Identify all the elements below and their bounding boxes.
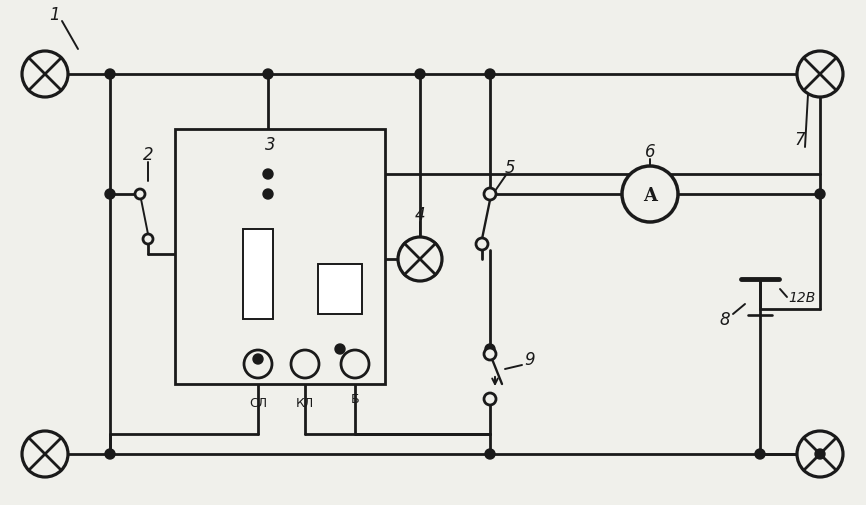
- Circle shape: [105, 70, 115, 80]
- Circle shape: [263, 170, 273, 180]
- Circle shape: [485, 344, 495, 355]
- Text: КЛ: КЛ: [296, 396, 314, 409]
- Circle shape: [484, 189, 496, 200]
- Circle shape: [398, 237, 442, 281]
- Text: 9: 9: [525, 350, 535, 368]
- Circle shape: [484, 393, 496, 405]
- Bar: [243, 230, 273, 319]
- Text: 2: 2: [143, 146, 153, 164]
- Text: 7: 7: [795, 131, 805, 148]
- Bar: [318, 265, 362, 315]
- Bar: [175, 130, 385, 384]
- Circle shape: [622, 167, 678, 223]
- Text: 6: 6: [644, 143, 656, 161]
- Circle shape: [476, 238, 488, 250]
- Text: 12В: 12В: [788, 290, 815, 305]
- Text: 3: 3: [265, 136, 275, 154]
- Circle shape: [815, 449, 825, 459]
- Circle shape: [135, 189, 145, 199]
- Text: СЛ: СЛ: [249, 396, 267, 409]
- Circle shape: [244, 350, 272, 378]
- Circle shape: [291, 350, 319, 378]
- Text: 4: 4: [415, 206, 425, 224]
- Circle shape: [263, 189, 273, 199]
- Circle shape: [797, 431, 843, 477]
- Circle shape: [485, 449, 495, 459]
- Text: 1: 1: [49, 6, 61, 24]
- Circle shape: [105, 449, 115, 459]
- Circle shape: [797, 52, 843, 98]
- Circle shape: [755, 449, 765, 459]
- Circle shape: [485, 70, 495, 80]
- Circle shape: [341, 350, 369, 378]
- Circle shape: [22, 52, 68, 98]
- Circle shape: [815, 189, 825, 199]
- Circle shape: [263, 70, 273, 80]
- Circle shape: [105, 189, 115, 199]
- Text: Б: Б: [351, 392, 359, 405]
- Circle shape: [143, 234, 153, 244]
- Text: 5: 5: [505, 159, 515, 177]
- Circle shape: [22, 431, 68, 477]
- Text: 8: 8: [720, 311, 730, 328]
- Circle shape: [484, 348, 496, 360]
- Circle shape: [415, 70, 425, 80]
- Circle shape: [253, 355, 263, 364]
- Circle shape: [335, 344, 345, 355]
- Text: A: A: [643, 187, 657, 205]
